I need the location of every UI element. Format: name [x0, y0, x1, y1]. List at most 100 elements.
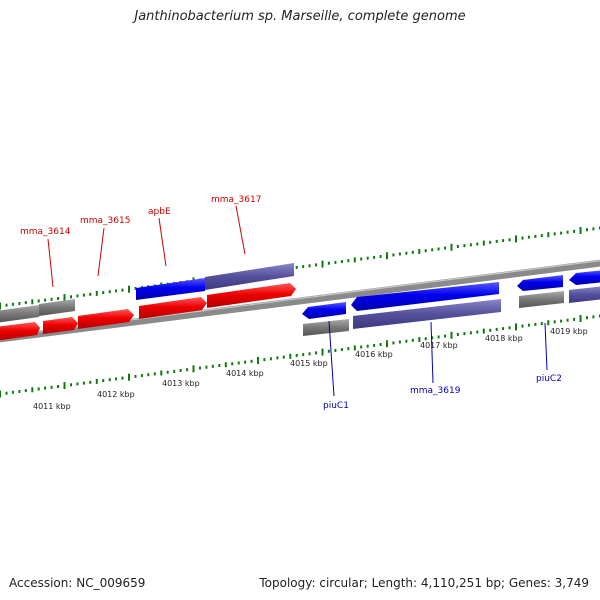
major-tick [515, 235, 517, 243]
minor-tick [553, 232, 556, 236]
major-tick [0, 390, 1, 398]
major-tick [128, 373, 130, 381]
gene-label-mma-3615[interactable]: mma_3615 [80, 216, 130, 226]
minor-tick [508, 326, 511, 330]
minor-tick [476, 330, 479, 334]
minor-tick [418, 337, 421, 342]
gene-arrow-unlabeled[interactable] [517, 275, 563, 291]
kbp-label: 4018 kbp [485, 334, 523, 343]
kbp-label: 4012 kbp [97, 390, 135, 399]
minor-tick [5, 391, 8, 395]
minor-tick [469, 243, 472, 247]
kbp-label: 4014 kbp [226, 369, 264, 378]
minor-tick [276, 356, 279, 360]
minor-tick [237, 361, 240, 365]
minor-tick [502, 327, 505, 331]
minor-tick [360, 257, 363, 261]
minor-tick [11, 302, 14, 306]
gene-arrow-piuC2[interactable] [569, 270, 600, 285]
kbp-label: 4015 kbp [290, 359, 328, 368]
minor-tick [18, 302, 21, 305]
gene-label-piuC1[interactable]: piuC1 [323, 401, 349, 411]
minor-tick [134, 286, 137, 290]
major-tick [386, 252, 388, 260]
minor-tick [31, 387, 34, 393]
blue-feature [136, 278, 205, 300]
minor-tick [527, 323, 530, 327]
minor-tick [334, 348, 337, 352]
minor-tick [411, 338, 414, 342]
gene-label-mma-3617[interactable]: mma_3617 [211, 195, 261, 205]
minor-tick [592, 227, 595, 231]
purple-feature [353, 299, 501, 329]
minor-tick [95, 290, 98, 296]
major-tick [128, 285, 130, 293]
minor-tick [179, 369, 182, 372]
minor-tick [302, 265, 305, 269]
minor-tick [444, 334, 447, 338]
minor-tick [82, 381, 85, 385]
minor-tick [566, 318, 569, 322]
minor-tick [308, 264, 311, 268]
gene-label-apbE[interactable]: apbE [148, 207, 171, 217]
leader-line-mma-3619 [430, 321, 434, 384]
minor-tick [573, 229, 576, 233]
gene-arrow-mma-3617[interactable] [207, 283, 296, 308]
kbp-label: 4011 kbp [33, 402, 71, 411]
minor-tick [18, 390, 21, 393]
minor-tick [89, 292, 92, 296]
kbp-label: 4016 kbp [355, 350, 393, 359]
minor-tick [405, 339, 408, 343]
minor-tick [340, 260, 343, 264]
leader-line-apbE [158, 217, 167, 267]
gene-arrow-apbE[interactable] [139, 297, 207, 319]
minor-tick [166, 370, 169, 374]
minor-tick [108, 378, 111, 382]
major-tick [579, 227, 582, 234]
minor-tick [521, 236, 524, 240]
gene-arrow-mma-3619[interactable] [351, 282, 499, 311]
minor-tick [95, 378, 98, 384]
leader-line-mma-3614 [47, 238, 54, 288]
minor-tick [282, 355, 285, 359]
minor-tick [50, 385, 53, 389]
gray-feature [519, 291, 564, 308]
major-tick [63, 294, 66, 302]
minor-tick [476, 242, 479, 246]
minor-tick [527, 235, 530, 239]
gene-label-mma-3619[interactable]: mma_3619 [410, 386, 461, 396]
minor-tick [289, 353, 292, 359]
gene-label-piuC2[interactable]: piuC2 [536, 374, 562, 384]
gray-feature [0, 305, 39, 323]
gene-arrow-mma-3615[interactable] [43, 317, 78, 334]
minor-tick [244, 360, 247, 364]
minor-tick [560, 231, 563, 235]
minor-tick [392, 253, 395, 257]
minor-tick [482, 328, 485, 334]
gene-arrow-piuC1[interactable] [302, 302, 346, 319]
minor-tick [160, 370, 163, 376]
minor-tick [469, 331, 472, 335]
gene-arrow-unlabeled[interactable] [78, 309, 134, 329]
gene-label-mma-3614[interactable]: mma_3614 [20, 227, 71, 237]
major-tick [386, 340, 388, 348]
minor-tick [115, 377, 118, 381]
minor-tick [366, 256, 369, 260]
gene-arrow-mma-3614[interactable] [0, 322, 40, 341]
minor-tick [353, 345, 356, 351]
major-tick [450, 243, 453, 251]
minor-tick [82, 293, 85, 297]
minor-tick [44, 386, 47, 390]
minor-tick [405, 251, 408, 255]
minor-tick [586, 228, 588, 232]
lower-tick-row [0, 314, 600, 398]
minor-tick [547, 320, 550, 326]
minor-tick [134, 374, 137, 378]
major-tick [450, 331, 453, 339]
minor-tick [431, 248, 434, 252]
minor-tick [495, 327, 498, 331]
minor-tick [147, 373, 150, 377]
leader-line-piuC2 [544, 322, 548, 371]
major-tick [192, 365, 195, 373]
minor-tick [411, 250, 414, 254]
